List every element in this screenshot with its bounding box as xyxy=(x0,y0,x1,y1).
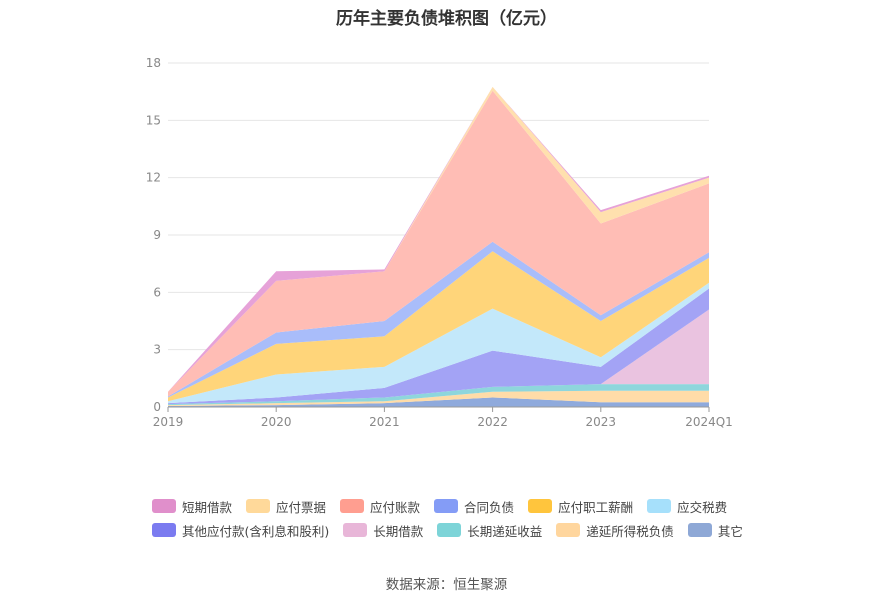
legend-item[interactable]: 应交税费 xyxy=(647,497,727,516)
area-series-2[interactable]: 长期递延收益 xyxy=(168,384,709,406)
legend: 短期借款 应付票据 应付账款 合同负债 应付职工薪酬 应交税费其他应付款(含利息和股利) 长… xyxy=(152,494,772,542)
area-series-7[interactable]: 合同负债 xyxy=(168,241,709,398)
area-layer: 其它递延所得税负债长期递延收益长期借款其他应付款(含利息和股利)应交税费应付职工… xyxy=(168,86,709,407)
legend-label: 应付职工薪酬 xyxy=(558,499,634,515)
legend-label: 长期递延收益 xyxy=(467,523,543,539)
chart-title: 历年主要负债堆积图（亿元） xyxy=(336,9,557,29)
axis-layer: 0 3 6 9 12 15 18 2019 2020 2021 2022 2023 2024Q1 xyxy=(146,56,733,429)
y-tick-label: 6 xyxy=(153,285,161,299)
area-series-6[interactable]: 应付职工薪酬 xyxy=(168,251,709,402)
legend-swatch xyxy=(687,523,712,537)
legend-item[interactable]: 长期递延收益 xyxy=(437,521,542,540)
x-tick-label: 2022 xyxy=(477,415,508,429)
legend-label: 应付票据 xyxy=(276,499,327,515)
x-tick-label: 2020 xyxy=(261,415,292,429)
legend-label: 应付账款 xyxy=(370,499,421,515)
legend-item[interactable]: 其它 xyxy=(687,521,743,540)
area-series-4[interactable]: 其他应付款(含利息和股利) xyxy=(168,288,709,405)
legend-item[interactable]: 其他应付款(含利息和股利) xyxy=(152,521,329,540)
area-series-8[interactable]: 应付账款 xyxy=(168,90,709,397)
x-tick-label: 2021 xyxy=(369,415,400,429)
legend-swatch xyxy=(556,523,581,537)
legend-swatch xyxy=(437,523,462,537)
legend-label: 合同负债 xyxy=(464,499,515,515)
legend-swatch xyxy=(343,523,368,537)
legend-label: 短期借款 xyxy=(182,499,233,515)
legend-item[interactable]: 应付账款 xyxy=(340,497,420,516)
legend-swatch xyxy=(152,499,176,513)
legend-swatch xyxy=(528,499,553,513)
legend-swatch xyxy=(340,499,365,513)
y-tick-label: 9 xyxy=(153,228,161,242)
legend-label: 其它 xyxy=(717,523,743,539)
y-tick-label: 12 xyxy=(146,171,161,185)
legend-item[interactable]: 合同负债 xyxy=(434,497,514,516)
legend-swatch xyxy=(647,499,672,513)
legend-item[interactable]: 长期借款 xyxy=(343,521,423,540)
y-tick-label: 18 xyxy=(146,56,161,70)
x-tick-label: 2023 xyxy=(586,415,617,429)
legend-item[interactable]: 递延所得税负债 xyxy=(556,521,674,540)
legend-item[interactable]: 应付职工薪酬 xyxy=(528,497,633,516)
area-series-1[interactable]: 递延所得税负债 xyxy=(168,390,709,407)
legend-label: 递延所得税负债 xyxy=(586,523,674,539)
legend-label: 其他应付款(含利息和股利) xyxy=(182,523,330,539)
area-series-0[interactable]: 其它 xyxy=(168,397,709,407)
x-tick-label: 2019 xyxy=(153,415,184,429)
legend-item[interactable]: 应付票据 xyxy=(246,497,326,516)
area-series-5[interactable]: 应交税费 xyxy=(168,282,709,404)
y-tick-label: 15 xyxy=(146,113,161,127)
legend-row: 其他应付款(含利息和股利) 长期借款 长期递延收益 递延所得税负债 其它 xyxy=(152,518,772,542)
legend-item[interactable]: 短期借款 xyxy=(152,497,232,516)
stacked-area-chart: 其它递延所得税负债长期递延收益长期借款其他应付款(含利息和股利)应交税费应付职工… xyxy=(146,56,733,429)
legend-label: 应交税费 xyxy=(677,499,728,515)
legend-label: 长期借款 xyxy=(373,523,424,539)
source-note: 数据来源：恒生聚源 xyxy=(385,577,508,593)
legend-row: 短期借款 应付票据 应付账款 合同负债 应付职工薪酬 应交税费 xyxy=(152,494,772,518)
legend-swatch xyxy=(152,523,176,537)
y-tick-label: 0 xyxy=(153,400,161,414)
legend-swatch xyxy=(246,499,271,513)
x-tick-label: 2024Q1 xyxy=(685,415,733,429)
legend-swatch xyxy=(434,499,459,513)
y-tick-label: 3 xyxy=(153,343,161,357)
